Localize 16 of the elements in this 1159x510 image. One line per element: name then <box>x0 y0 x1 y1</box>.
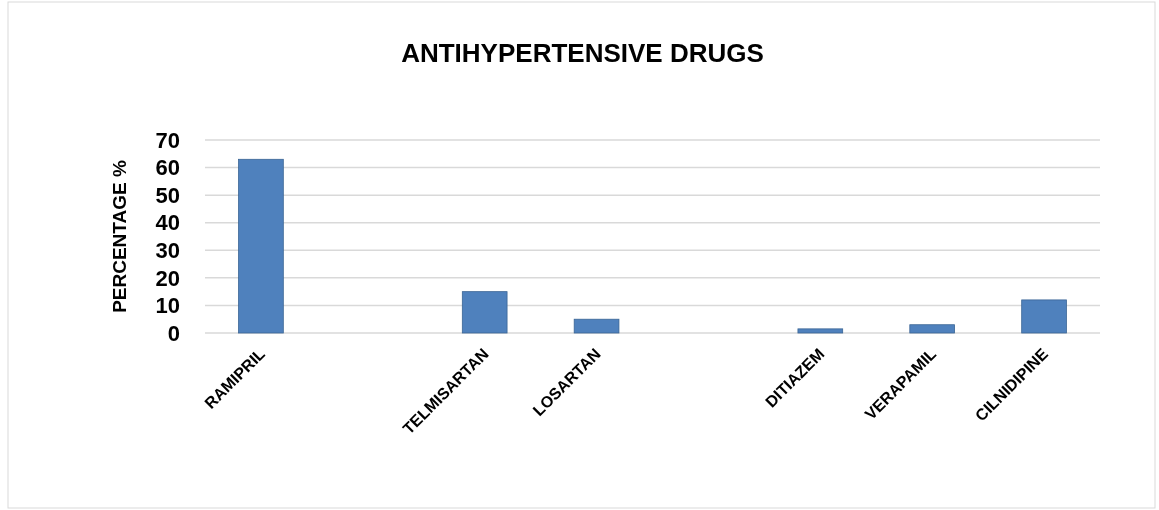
bar <box>573 318 620 334</box>
y-tick-label: 40 <box>155 210 180 236</box>
y-tick-label: 30 <box>155 237 180 263</box>
y-axis-title: PERCENTAGE % <box>109 160 130 313</box>
y-tick-label: 0 <box>167 320 180 346</box>
y-tick-label: 10 <box>155 293 180 319</box>
y-tick-label: 50 <box>155 182 180 208</box>
y-tick-label: 20 <box>155 265 180 291</box>
bar <box>238 158 284 334</box>
chart-title: ANTIHYPERTENSIVE DRUGS <box>401 38 764 68</box>
bar <box>1021 299 1067 334</box>
y-tick-label: 60 <box>155 155 180 181</box>
bar <box>461 291 508 334</box>
bar <box>909 324 955 334</box>
bar <box>797 328 844 334</box>
y-tick-label: 70 <box>155 127 180 153</box>
